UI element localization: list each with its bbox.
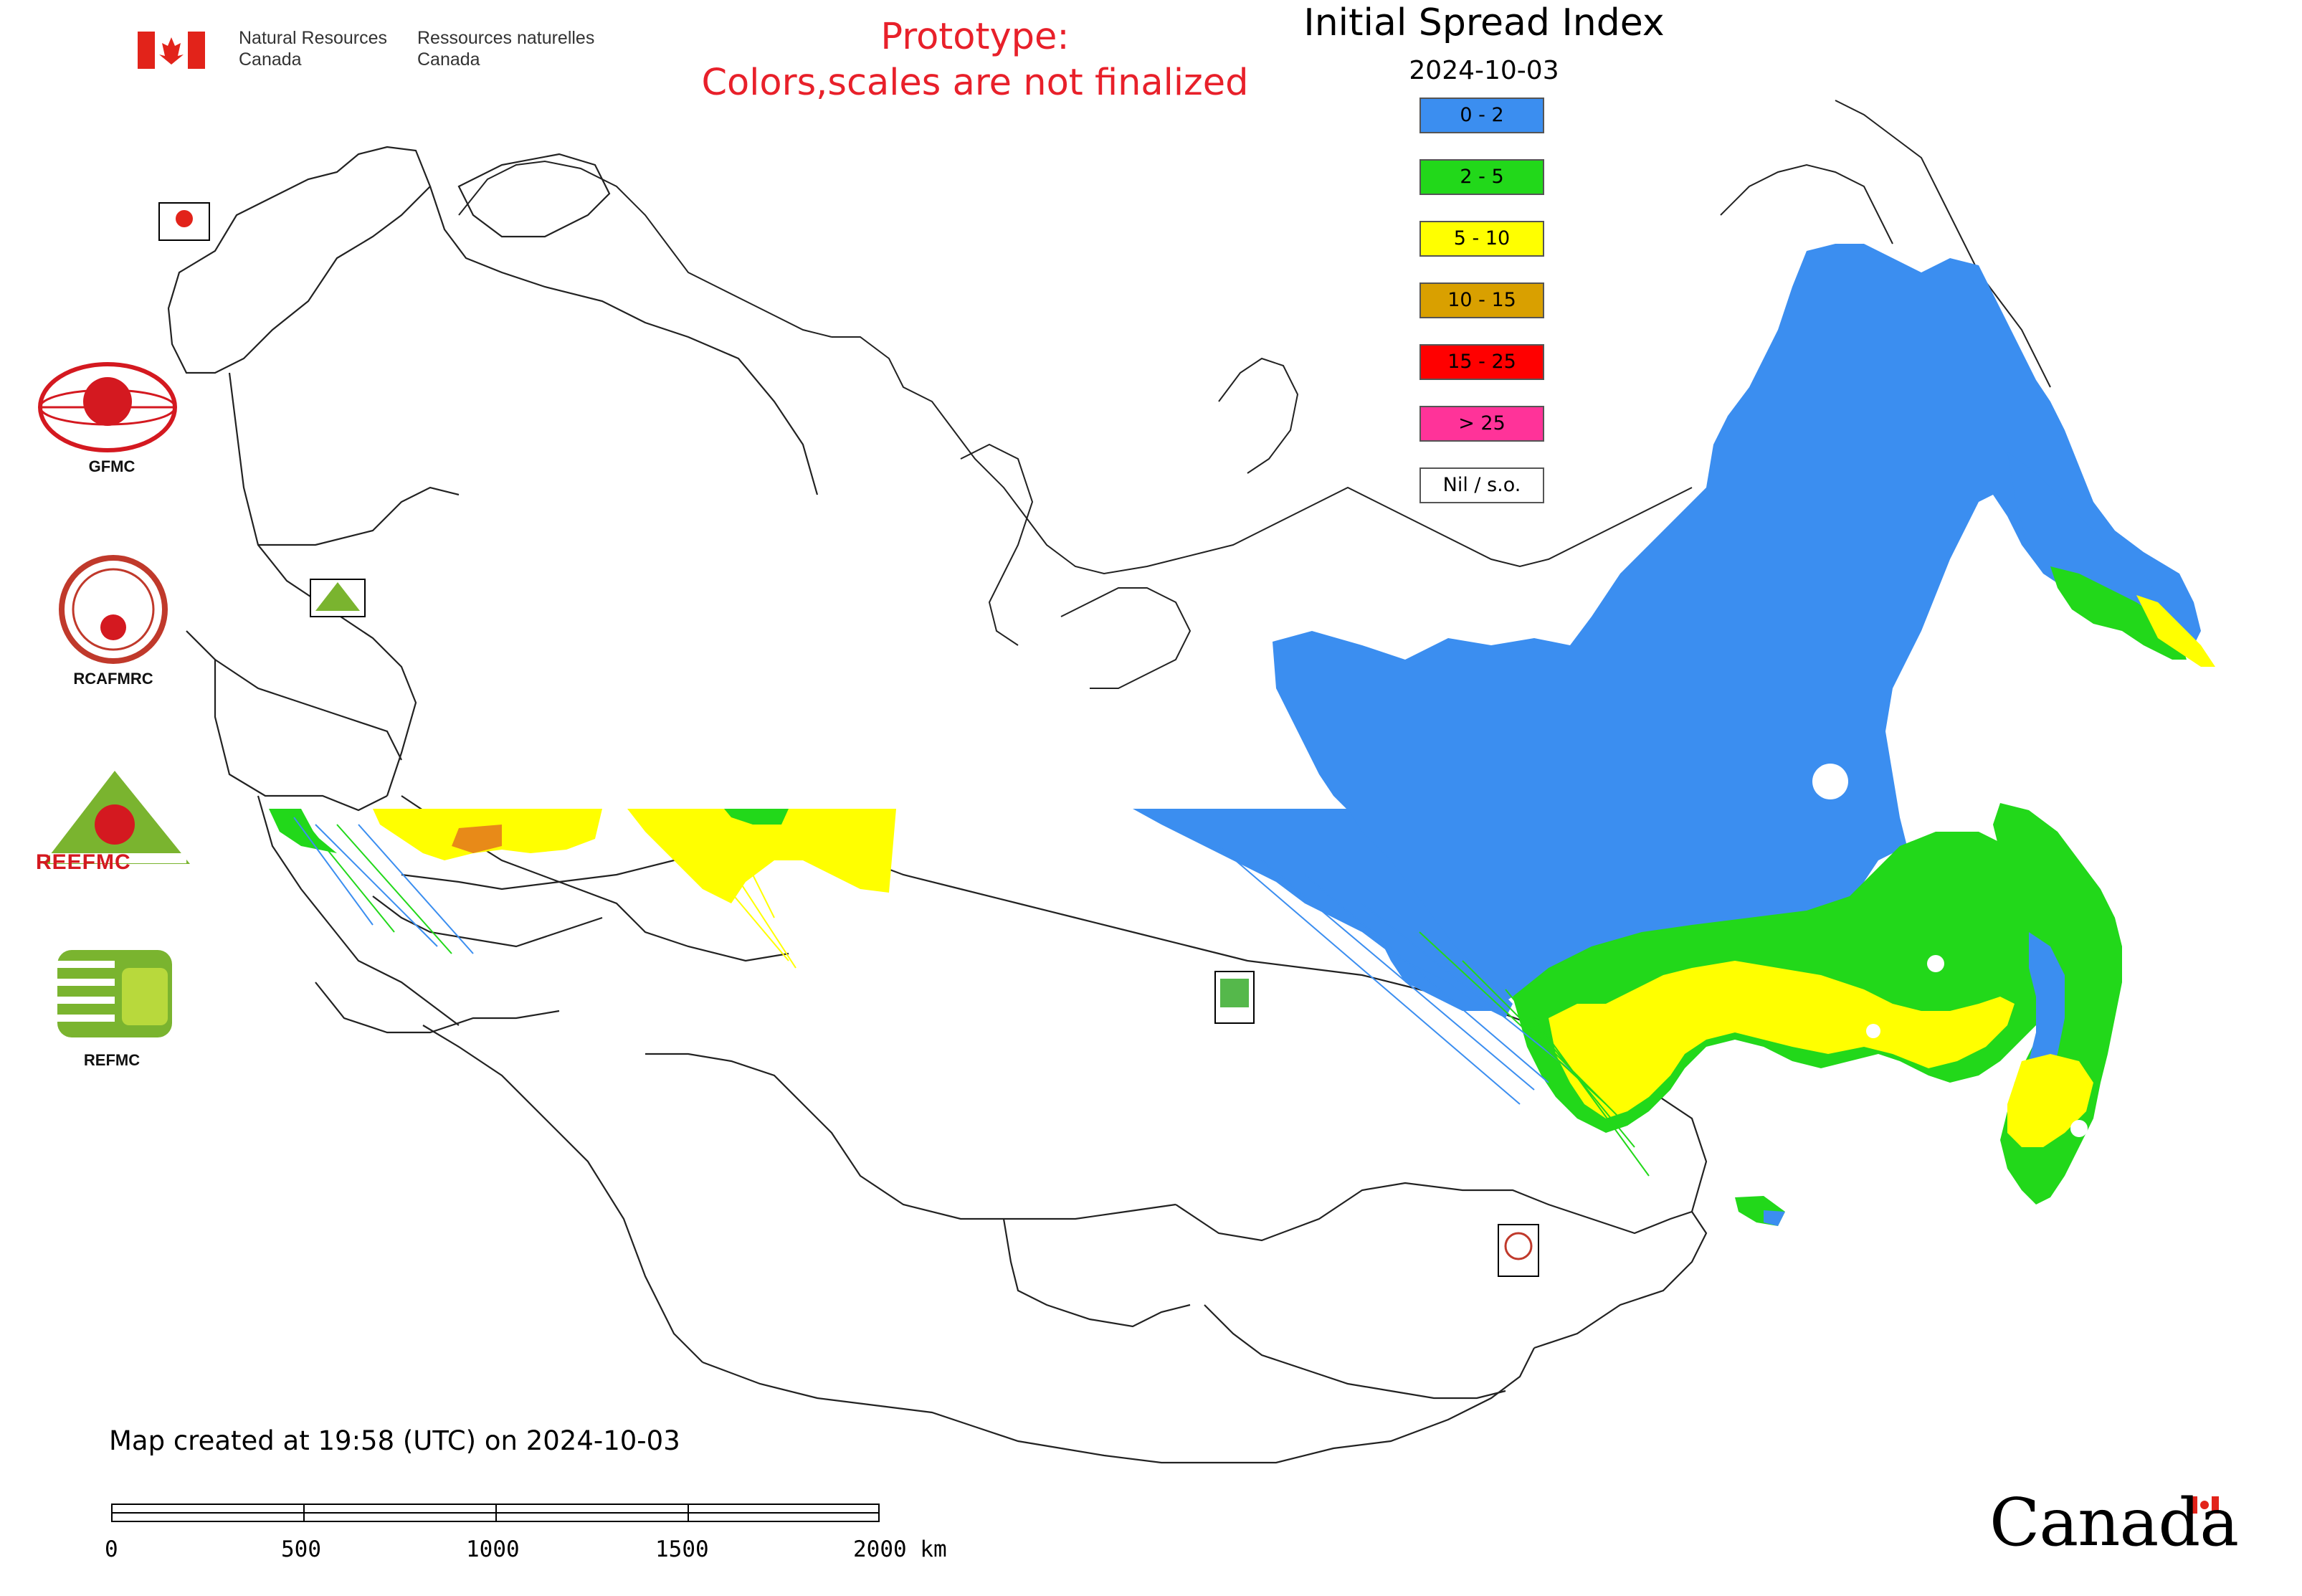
prototype-line-2: Colors,scales are not finalized (701, 62, 1249, 104)
legend-item-10-15: 10 - 15 (1419, 282, 1544, 318)
org-label-refmc: REFMC (83, 1051, 141, 1069)
scale-label-0: 0 (105, 1536, 118, 1562)
wordmark-flag-icon (2190, 1496, 2219, 1514)
legend-item-0-2: 0 - 2 (1419, 98, 1544, 133)
agency-signature: Natural Resources Canada Ressources natu… (136, 27, 609, 72)
prototype-line-1: Prototype: (880, 16, 1070, 58)
map-date: 2024-10-03 (1409, 56, 1559, 85)
arctic-coastline (458, 100, 2051, 689)
legend-item-nil: Nil / s.o. (1419, 467, 1544, 503)
scale-label-2000-km: 2000 km (853, 1536, 947, 1562)
canada-flag-icon (138, 32, 205, 69)
org-emblems (38, 362, 190, 1037)
country-borders (167, 146, 1708, 1464)
legend-item-2-5: 2 - 5 (1419, 159, 1544, 195)
prototype-notice: Prototype: Colors,scales are not finaliz… (645, 14, 1305, 106)
agency-name-fr: Ressources naturelles Canada (417, 28, 595, 70)
org-label-rcafmrc: RCAFMRC (73, 670, 153, 688)
scale-label-1000: 1000 (466, 1536, 520, 1562)
legend-item-gt-25: > 25 (1419, 406, 1544, 442)
map-title: Initial Spread Index (1303, 1, 1665, 44)
scale-bar (111, 1504, 880, 1522)
canada-wordmark: Canada (1989, 1484, 2239, 1561)
scale-label-500: 500 (281, 1536, 321, 1562)
scale-label-1500: 1500 (655, 1536, 709, 1562)
legend-item-5-10: 5 - 10 (1419, 221, 1544, 257)
org-label-reefmc: REEFMC (36, 850, 131, 874)
map-created-note: Map created at 19:58 (UTC) on 2024-10-03 (109, 1425, 680, 1456)
isi-field (269, 244, 2215, 1226)
map-logo-markers (158, 202, 1539, 1277)
org-label-gfmc: GFMC (88, 457, 135, 475)
legend-item-15-25: 15 - 25 (1419, 344, 1544, 380)
agency-name-en: Natural Resources Canada (239, 28, 388, 70)
